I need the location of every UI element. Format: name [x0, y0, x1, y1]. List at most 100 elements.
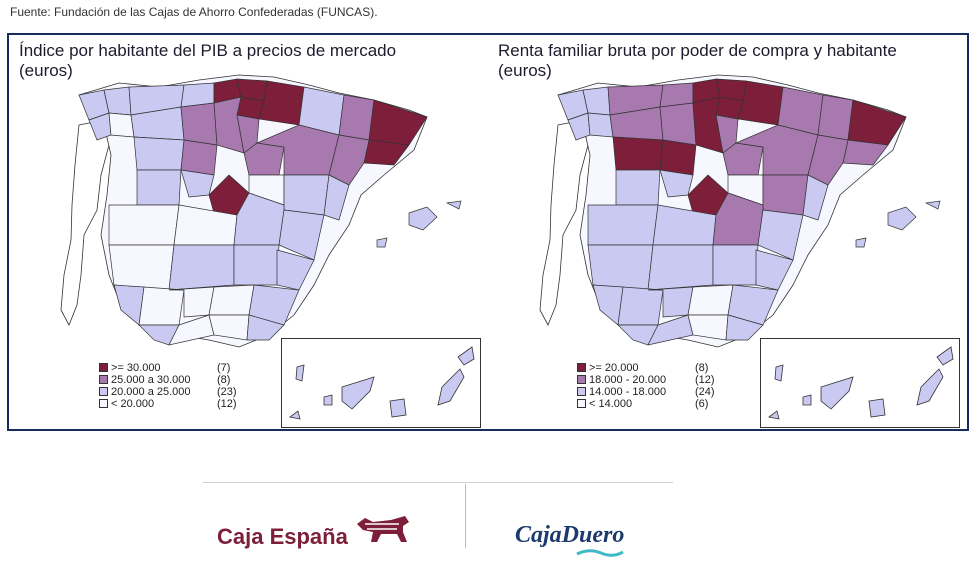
province-zamora: [612, 136, 664, 171]
legend-row: 18.000 - 20.000 (12): [577, 374, 727, 386]
legend-row: 20.000 a 25.000 (23): [99, 386, 249, 398]
province-caceres: [587, 204, 659, 246]
map-panel-renta: Renta familiar bruta por poder de compra…: [488, 35, 967, 429]
bull-logo-icon: [357, 516, 409, 542]
legend-row: 25.000 a 30.000 (8): [99, 374, 249, 386]
map-title-pib: Índice por habitante del PIB a precios d…: [19, 41, 396, 81]
legend-count: (23): [217, 386, 237, 398]
logos-footer: Caja España CajaDuero: [203, 482, 673, 562]
legend-swatch: [577, 363, 586, 372]
province-palencia: [659, 102, 697, 146]
legend-label: >= 30.000: [111, 362, 161, 374]
island-gran-canaria: [389, 398, 407, 418]
province-jaen: [208, 284, 255, 316]
legend-count: (12): [217, 398, 237, 410]
legend-swatch: [99, 387, 108, 396]
province-tarragona: [807, 134, 849, 186]
province-salamanca: [136, 169, 182, 206]
island-tenerife: [341, 376, 375, 410]
legend-count: (8): [695, 362, 709, 374]
legend-label: >= 20.000: [589, 362, 639, 374]
legend-swatch: [99, 363, 108, 372]
legend-row: 14.000 - 18.000 (24): [577, 386, 727, 398]
province-castellon: [802, 174, 829, 221]
province-ciudad-real: [647, 244, 714, 291]
province-teruel: [762, 174, 809, 216]
province-mallorca: [408, 206, 438, 231]
province-ciudad-real: [168, 244, 235, 291]
province-caceres: [108, 204, 180, 246]
map-title-renta: Renta familiar bruta por poder de compra…: [498, 41, 897, 81]
island-la-gomera: [323, 394, 333, 406]
legend-label: < 20.000: [111, 398, 155, 410]
legend-swatch: [99, 399, 108, 408]
island-la-gomera: [802, 394, 812, 406]
province-albacete: [712, 244, 759, 286]
spain-map-renta: [539, 74, 941, 348]
map-title-line1: Índice por habitante del PIB a precios d…: [19, 41, 397, 60]
island-la-palma: [774, 364, 784, 382]
legend-pib: >= 30.000 (7) 25.000 a 30.000 (8) 20.000…: [99, 362, 249, 410]
island-fuerteventura: [916, 368, 944, 406]
legend-label: 25.000 a 30.000: [111, 374, 191, 386]
canary-islands-inset-renta: [760, 338, 960, 428]
caja-duero-wave-icon: [576, 549, 624, 557]
map-title-line2: (euros): [498, 61, 552, 80]
province-galicia-4: [108, 112, 135, 138]
legend-row: >= 20.000 (8): [577, 362, 727, 374]
legend-swatch: [577, 399, 586, 408]
province-sevilla: [138, 286, 185, 326]
legend-swatch: [577, 375, 586, 384]
legend-count: (6): [695, 398, 709, 410]
island-gran-canaria: [868, 398, 886, 418]
map-title-line1: Renta familiar bruta por poder de compra…: [498, 41, 897, 60]
island-tenerife: [820, 376, 854, 410]
province-cordoba: [647, 286, 694, 318]
source-note: Fuente: Fundación de las Cajas de Ahorro…: [10, 5, 378, 19]
province-cordoba: [168, 286, 215, 318]
island-el-hierro: [768, 410, 780, 420]
legend-label: 18.000 - 20.000: [589, 374, 667, 386]
province-almeria: [246, 314, 285, 341]
portugal-outline: [539, 119, 589, 326]
province-salamanca: [615, 169, 661, 206]
spain-map-pib: [60, 74, 462, 348]
province-navarra: [258, 80, 305, 126]
legend-count: (12): [695, 374, 715, 386]
legend-row: >= 30.000 (7): [99, 362, 249, 374]
map-panel-pib: Índice por habitante del PIB a precios d…: [9, 35, 488, 429]
province-badajoz: [108, 244, 175, 291]
province-lleida: [817, 94, 854, 141]
province-lleida: [338, 94, 375, 141]
legend-swatch: [577, 387, 586, 396]
legend-swatch: [99, 375, 108, 384]
portugal-outline: [60, 119, 110, 326]
province-menorca: [924, 200, 941, 210]
legend-count: (8): [217, 374, 231, 386]
island-fuerteventura: [437, 368, 465, 406]
island-el-hierro: [289, 410, 301, 420]
legend-label: 14.000 - 18.000: [589, 386, 667, 398]
island-lanzarote: [457, 346, 475, 366]
province-badajoz: [587, 244, 654, 291]
province-teruel: [283, 174, 330, 216]
province-almeria: [725, 314, 764, 341]
province-zamora: [133, 136, 185, 171]
map-title-line2: (euros): [19, 61, 73, 80]
legend-row: < 20.000 (12): [99, 398, 249, 410]
province-valladolid: [180, 139, 218, 176]
caja-espana-logo-text: Caja España: [217, 524, 348, 549]
province-sevilla: [617, 286, 664, 326]
legend-row: < 14.000 (6): [577, 398, 727, 410]
caja-duero-logo-text: CajaDuero: [515, 522, 625, 548]
footer-rule: [203, 482, 673, 483]
canary-islands-inset-pib: [281, 338, 481, 428]
legend-label: 20.000 a 25.000: [111, 386, 191, 398]
legend-label: < 14.000: [589, 398, 633, 410]
province-soria: [243, 142, 285, 176]
province-navarra: [737, 80, 784, 126]
province-mallorca: [887, 206, 917, 231]
province-valladolid: [659, 139, 697, 176]
logo-divider: [465, 484, 466, 548]
province-castellon: [323, 174, 350, 221]
